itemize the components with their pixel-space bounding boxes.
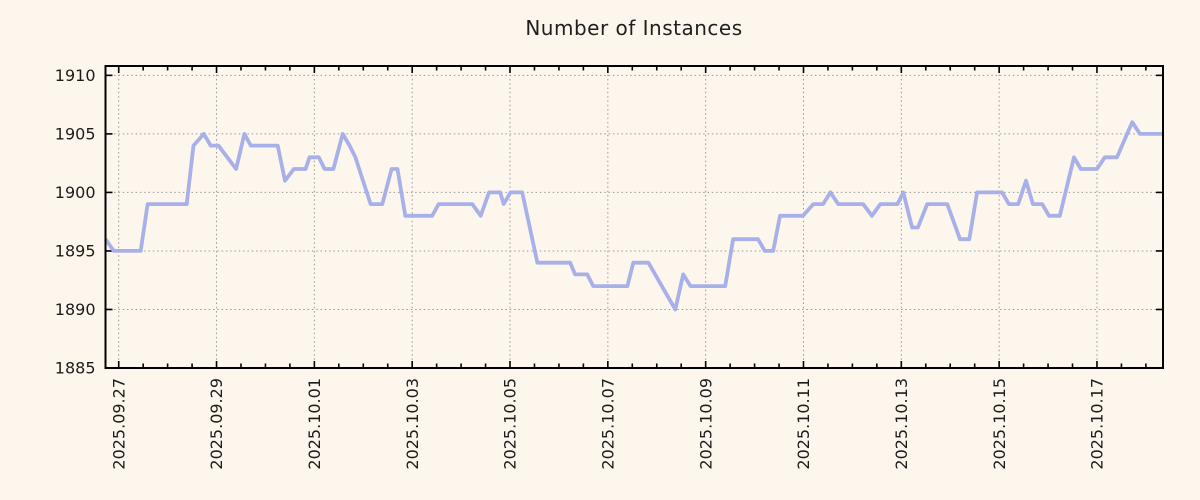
x-tick-label: 2025.10.17	[1088, 378, 1107, 470]
x-tick-label: 2025.10.13	[892, 378, 911, 470]
instances-line	[103, 120, 1163, 312]
y-tick-label: 1895	[55, 242, 96, 261]
y-tick-label: 1900	[55, 183, 96, 202]
y-tick-label: 1885	[55, 359, 96, 378]
x-tick-label: 2025.10.07	[598, 378, 617, 470]
y-tick-label: 1890	[55, 300, 96, 319]
chart-title: Number of Instances	[525, 16, 743, 40]
x-tick-label: 2025.10.05	[501, 378, 520, 470]
x-tick-label: 2025.09.27	[109, 378, 128, 470]
x-tick-label: 2025.10.03	[403, 378, 422, 470]
x-tick-label: 2025.10.09	[696, 378, 715, 470]
x-tick-label: 2025.10.15	[990, 378, 1009, 470]
x-tick-label: 2025.10.11	[794, 378, 813, 470]
y-tick-label: 1910	[55, 66, 96, 85]
x-tick-label: 2025.09.29	[207, 378, 226, 470]
plot-frame	[104, 65, 1164, 369]
x-tick-label: 2025.10.01	[305, 378, 324, 470]
y-tick-label: 1905	[55, 124, 96, 143]
